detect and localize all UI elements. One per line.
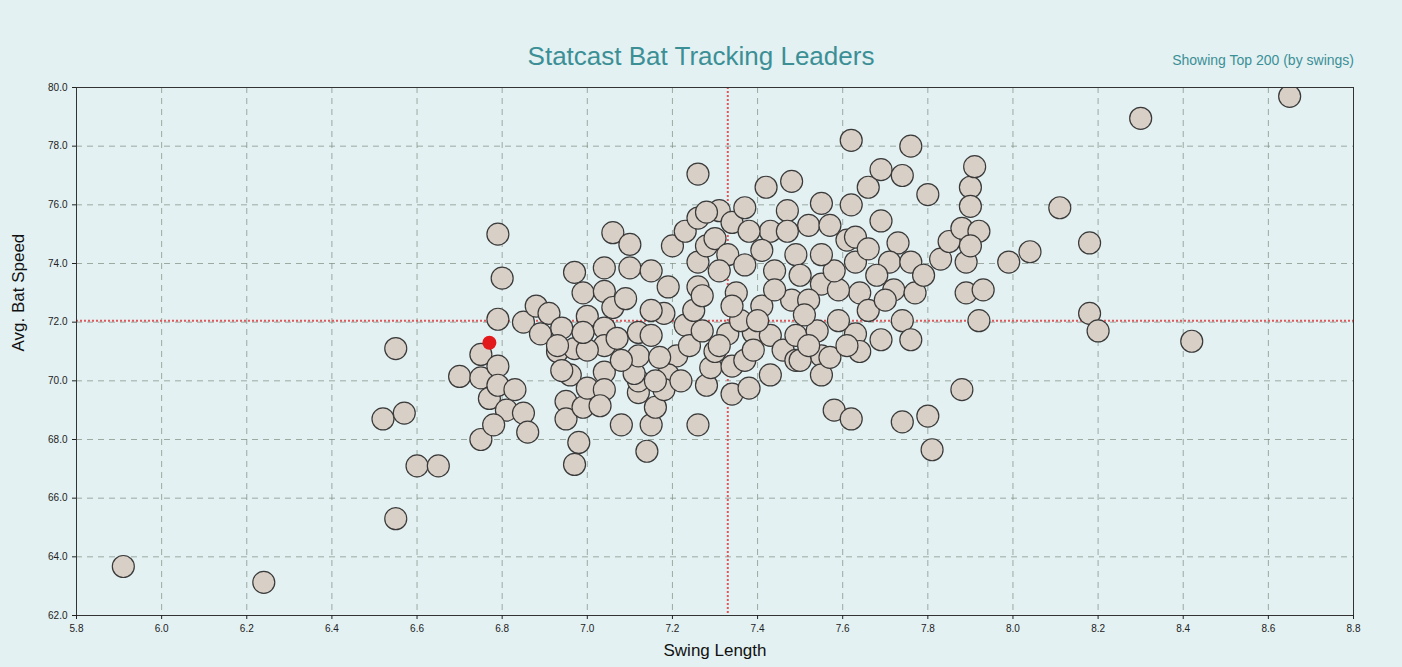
svg-text:64.0: 64.0 [48,551,68,562]
svg-text:6.6: 6.6 [410,623,424,634]
svg-text:70.0: 70.0 [48,375,68,386]
svg-text:7.0: 7.0 [580,623,594,634]
html-text:Showing Top 200 (by swings): Showing Top 200 (by swings) [1172,52,1354,68]
html-text:Statcast Bat Tracking Leaders: Statcast Bat Tracking Leaders [527,41,875,71]
svg-text:68.0: 68.0 [48,434,68,445]
svg-text:7.2: 7.2 [665,623,679,634]
svg-text:62.0: 62.0 [48,610,68,621]
svg-text:8.4: 8.4 [1176,623,1190,634]
svg-text:5.8: 5.8 [70,623,84,634]
svg-text:6.8: 6.8 [495,623,509,634]
svg-text:78.0: 78.0 [48,140,68,151]
svg-text:8.8: 8.8 [1347,623,1361,634]
svg-text:6.4: 6.4 [325,623,339,634]
svg-text:6.0: 6.0 [155,623,169,634]
svg-text:8.6: 8.6 [1261,623,1275,634]
svg-text:7.6: 7.6 [836,623,850,634]
svg-text:66.0: 66.0 [48,492,68,503]
svg-text:80.0: 80.0 [48,82,68,93]
svg-text:6.2: 6.2 [240,623,254,634]
svg-text:72.0: 72.0 [48,316,68,327]
svg-text:8.2: 8.2 [1091,623,1105,634]
svg-text:Avg. Bat Speed: Avg. Bat Speed [9,234,28,352]
svg-text:74.0: 74.0 [48,258,68,269]
svg-text:7.4: 7.4 [751,623,765,634]
svg-text:8.0: 8.0 [1006,623,1020,634]
svg-text:7.8: 7.8 [921,623,935,634]
svg-text:76.0: 76.0 [48,199,68,210]
svg-text:Swing Length: Swing Length [663,641,766,660]
